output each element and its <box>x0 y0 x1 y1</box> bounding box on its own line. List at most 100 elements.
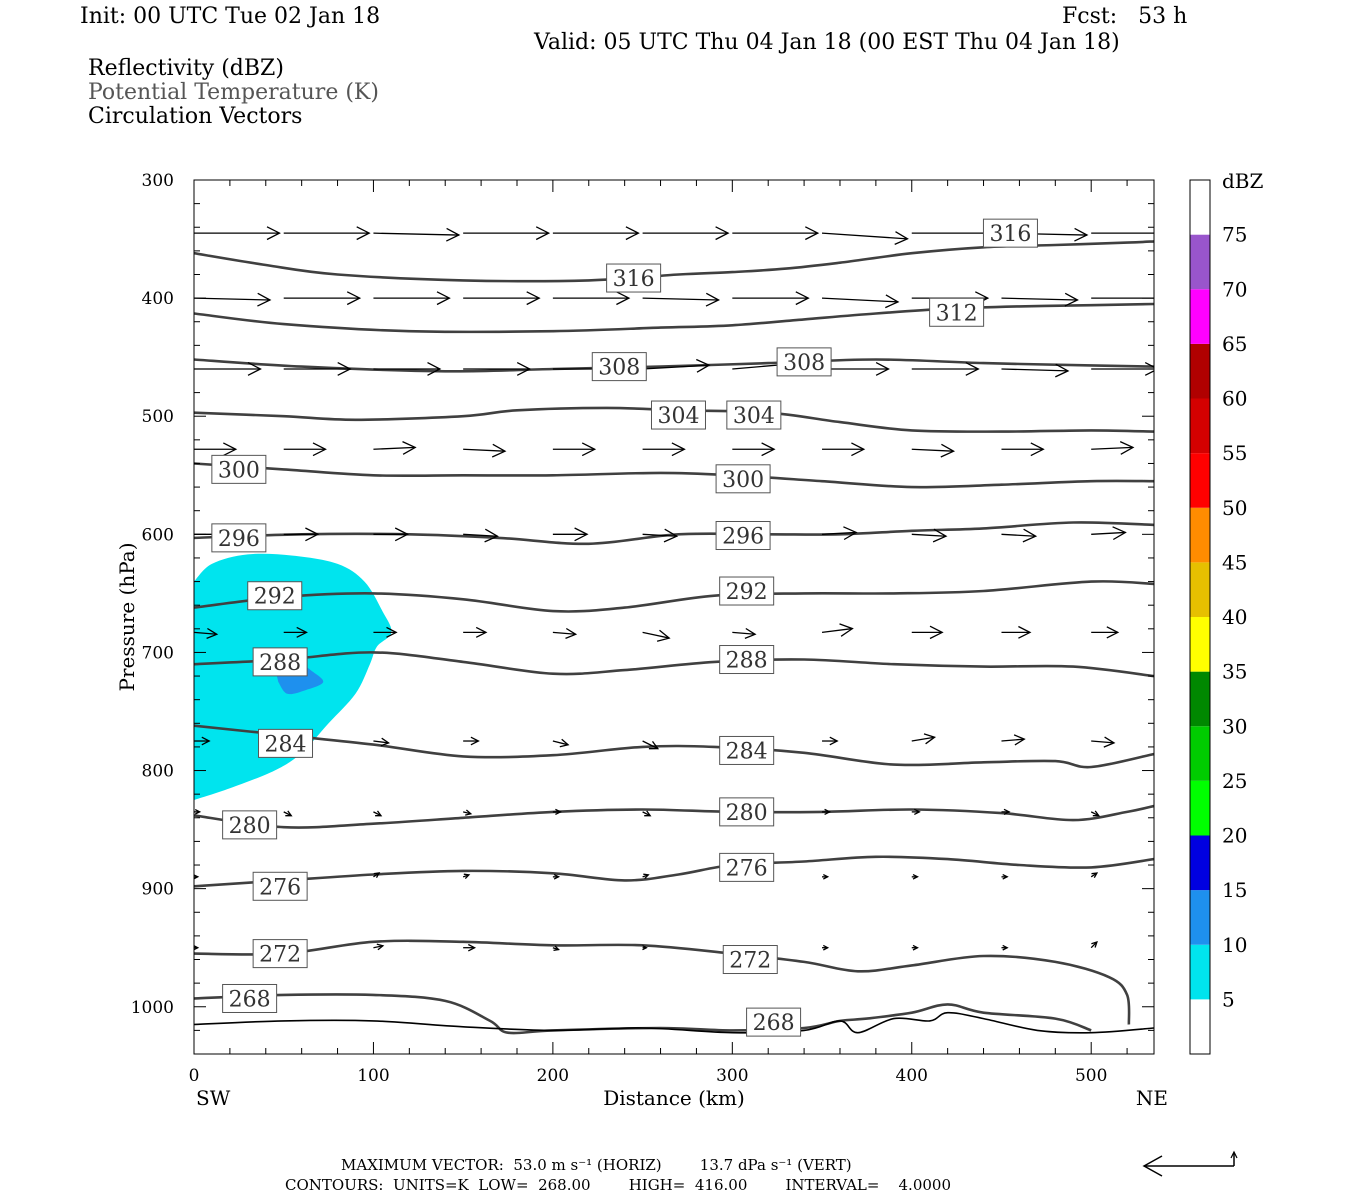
circulation-vector <box>732 291 810 306</box>
contour-label-268-1: 268 <box>746 1007 802 1037</box>
colorbar-segment <box>1190 234 1210 290</box>
circulation-vector <box>1001 734 1026 746</box>
contour-label-312-0: 312 <box>929 297 985 327</box>
circulation-vector <box>1091 297 1154 299</box>
x-tick-label: 500 <box>1075 1066 1107 1086</box>
circulation-vector <box>642 629 671 642</box>
x-tick-label: 400 <box>896 1066 928 1086</box>
circulation-vector <box>373 527 410 542</box>
theta-contour-312 <box>194 302 1154 334</box>
contour-label-284-0: 284 <box>258 728 314 758</box>
circulation-vector <box>463 943 477 952</box>
y-axis-title: Pressure (hPa) <box>115 543 139 692</box>
circulation-vector <box>463 736 480 746</box>
colorbar-segment <box>1190 835 1210 891</box>
circulation-vector <box>821 623 854 637</box>
circulation-vector <box>732 226 820 241</box>
circulation-vector <box>1001 528 1038 543</box>
circulation-vector <box>283 626 308 638</box>
y-tick-label: 600 <box>142 525 174 545</box>
contour-label-276-1: 276 <box>719 852 775 882</box>
max-vector-note: MAXIMUM VECTOR: 53.0 m s⁻¹ (HORIZ) 13.7 … <box>341 1156 852 1174</box>
svg-text:272: 272 <box>729 949 771 974</box>
colorbar-label: 35 <box>1222 660 1247 684</box>
y-tick-label: 1000 <box>131 998 174 1018</box>
circulation-vector <box>552 738 570 748</box>
svg-text:272: 272 <box>259 943 301 968</box>
circulation-vector <box>822 944 830 951</box>
contour-label-300-1: 300 <box>715 464 771 494</box>
colorbar-title: dBZ <box>1222 169 1264 193</box>
contour-label-308-0: 308 <box>591 352 647 382</box>
svg-text:276: 276 <box>726 856 768 881</box>
circulation-vector <box>911 443 956 458</box>
circulation-vector <box>642 528 679 543</box>
y-tick-label: 900 <box>142 880 174 900</box>
circulation-vector <box>194 627 219 640</box>
circulation-vector <box>463 443 507 458</box>
circulation-vector <box>1091 441 1135 455</box>
svg-text:316: 316 <box>613 267 655 292</box>
colorbar-label: 70 <box>1222 277 1247 301</box>
terrain-line <box>194 1011 1154 1034</box>
colorbar-label: 75 <box>1222 223 1247 247</box>
contour-label-272-1: 272 <box>722 945 778 975</box>
y-tick-label: 400 <box>142 289 174 309</box>
svg-text:280: 280 <box>726 801 768 826</box>
circulation-vector <box>463 226 551 241</box>
theta-contour-292 <box>194 580 1154 613</box>
circulation-vector <box>463 809 473 816</box>
plot-frame <box>193 179 1155 1055</box>
forecast-hour: Fcst: 53 h <box>1062 4 1188 29</box>
y-tick-label: 700 <box>142 643 174 663</box>
colorbar-label: 30 <box>1222 714 1247 738</box>
contour-label-304-1: 304 <box>726 400 782 430</box>
contour-label-292-0: 292 <box>247 581 303 611</box>
circulation-vector <box>283 810 293 817</box>
init-time: Init: 00 UTC Tue 02 Jan 18 <box>80 4 381 29</box>
circulation-vector <box>642 873 650 880</box>
svg-text:304: 304 <box>733 404 775 429</box>
circulation-vector <box>822 362 890 376</box>
svg-text:300: 300 <box>722 468 764 493</box>
theta-contour-300 <box>194 462 1154 489</box>
circulation-vector <box>642 945 648 951</box>
circulation-vector <box>1001 363 1070 378</box>
contour-label-288-1: 288 <box>719 645 775 675</box>
terrain-layer <box>194 1011 1154 1034</box>
circulation-vector <box>552 442 597 457</box>
x-axis-title: Distance (km) <box>603 1086 745 1110</box>
colorbar-segment <box>1190 289 1210 344</box>
colorbar-segment <box>1190 343 1210 399</box>
circulation-vector <box>283 226 371 241</box>
x-tick-label: 300 <box>716 1066 748 1086</box>
svg-text:300: 300 <box>218 458 260 483</box>
theta-contour-296 <box>194 521 1154 546</box>
colorbar-label: 15 <box>1222 878 1247 902</box>
contour-label-layer: 316 316 312 308 308 304 304 300 300 296 296 292 292 2… <box>211 218 1038 1037</box>
colorbar-label: 50 <box>1222 496 1247 520</box>
circulation-vector <box>642 442 686 457</box>
contour-label-268-0: 268 <box>222 983 278 1013</box>
circulation-vector <box>642 358 711 373</box>
circulation-vector <box>194 945 200 951</box>
circulation-vector <box>283 527 320 542</box>
theta-contour-288 <box>194 651 1154 678</box>
circulation-vector <box>373 872 381 879</box>
contour-label-280-1: 280 <box>719 797 775 827</box>
contour-label-296-0: 296 <box>211 523 267 553</box>
circulation-vector <box>732 442 776 457</box>
circulation-vector <box>1001 808 1011 815</box>
circulation-vector <box>1091 626 1120 639</box>
circulation-vector <box>822 526 858 541</box>
circulation-vector <box>822 808 832 815</box>
colorbar-segment <box>1190 453 1210 508</box>
contour-label-284-1: 284 <box>719 735 775 765</box>
circulation-vector <box>1001 625 1032 639</box>
colorbar-frame <box>1189 179 1211 1055</box>
circulation-vector <box>642 292 721 307</box>
circulation-vector <box>373 626 398 638</box>
circulation-vector <box>642 740 660 750</box>
svg-text:292: 292 <box>726 580 768 605</box>
